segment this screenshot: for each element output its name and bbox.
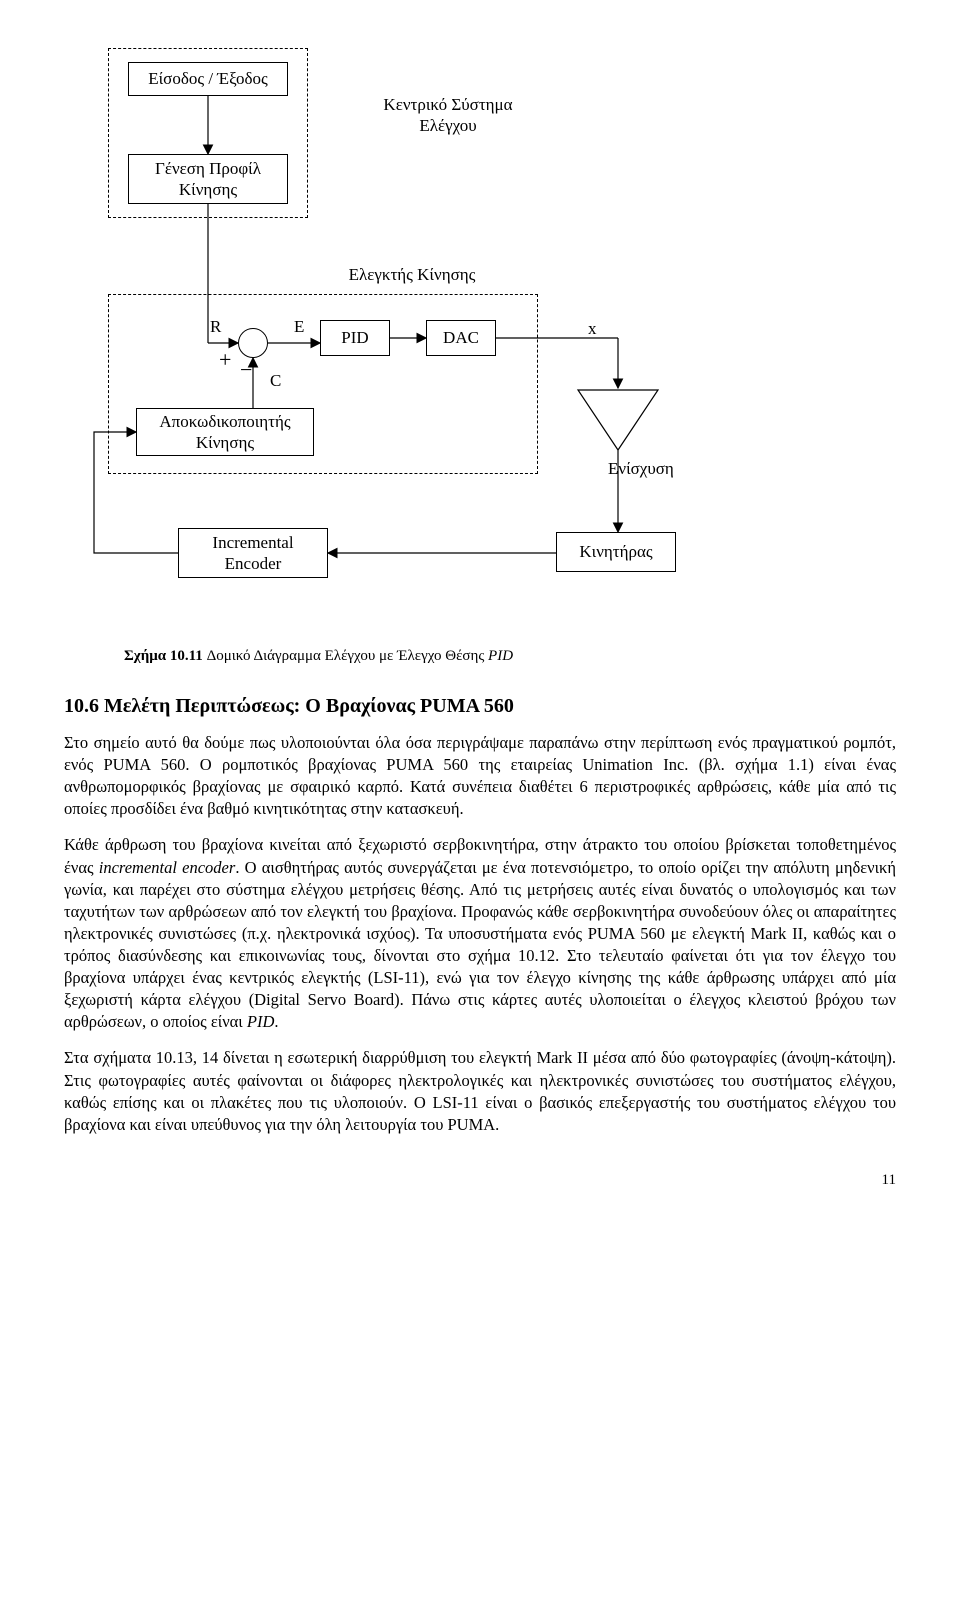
sum-minus: − (240, 356, 252, 384)
caption-a: Σχήμα 10.11 (124, 648, 207, 664)
decoder-l2: Κίνησης (196, 432, 254, 453)
genesis-l2: Κίνησης (179, 179, 237, 200)
label-R: R (210, 316, 221, 337)
label-C: C (270, 370, 281, 391)
para-2: Κάθε άρθρωση του βραχίονα κινείται από ξ… (64, 834, 896, 1033)
genesis-box: Γένεση Προφίλ Κίνησης (128, 154, 288, 204)
controller-label: Ελεγκτής Κίνησης (322, 264, 502, 285)
para-1: Στο σημείο αυτό θα δούμε πως υλοποιούντα… (64, 732, 896, 820)
caption-c: PID (488, 648, 513, 664)
label-E: E (294, 316, 304, 337)
para2-e: . (274, 1012, 278, 1031)
central-system-label: Κεντρικό Σύστημα Ελέγχου (358, 94, 538, 137)
encoder-box: Incremental Encoder (178, 528, 328, 578)
para2-d: PID (247, 1012, 275, 1031)
sum-plus: + (219, 346, 231, 374)
para-3: Στα σχήματα 10.13, 14 δίνεται η εσωτερικ… (64, 1047, 896, 1135)
genesis-l1: Γένεση Προφίλ (155, 158, 261, 179)
pid-label: PID (341, 327, 368, 348)
central-l2: Ελέγχου (419, 116, 476, 135)
encoder-l2: Encoder (225, 553, 282, 574)
io-box-label: Είσοδος / Έξοδος (148, 68, 268, 89)
decoder-box: Αποκωδικοποιητής Κίνησης (136, 408, 314, 456)
motor-box: Κινητήρας (556, 532, 676, 572)
dac-label: DAC (443, 327, 479, 348)
para2-c: . Ο αισθητήρας αυτός συνεργάζεται με ένα… (64, 858, 896, 1032)
page-number: 11 (64, 1172, 896, 1189)
para2-b: incremental encoder (99, 858, 236, 877)
pid-box: PID (320, 320, 390, 356)
dac-box: DAC (426, 320, 496, 356)
section-heading: 10.6 Μελέτη Περιπτώσεως: Ο Βραχίονας PUM… (64, 695, 896, 718)
caption-b: Δομικό Διάγραμμα Ελέγχου με Έλεγχο Θέσης (207, 648, 488, 664)
decoder-l1: Αποκωδικοποιητής (159, 411, 290, 432)
encoder-l1: Incremental (212, 532, 293, 553)
label-x: x (588, 318, 597, 339)
figure-caption: Σχήμα 10.11 Δομικό Διάγραμμα Ελέγχου με … (124, 648, 896, 665)
io-box: Είσοδος / Έξοδος (128, 62, 288, 96)
amp-label: Ενίσχυση (608, 458, 674, 479)
central-l1: Κεντρικό Σύστημα (383, 95, 512, 114)
control-diagram: Είσοδος / Έξοδος Γένεση Προφίλ Κίνησης Κ… (78, 48, 718, 628)
summing-junction (238, 328, 268, 358)
motor-label: Κινητήρας (579, 541, 652, 562)
